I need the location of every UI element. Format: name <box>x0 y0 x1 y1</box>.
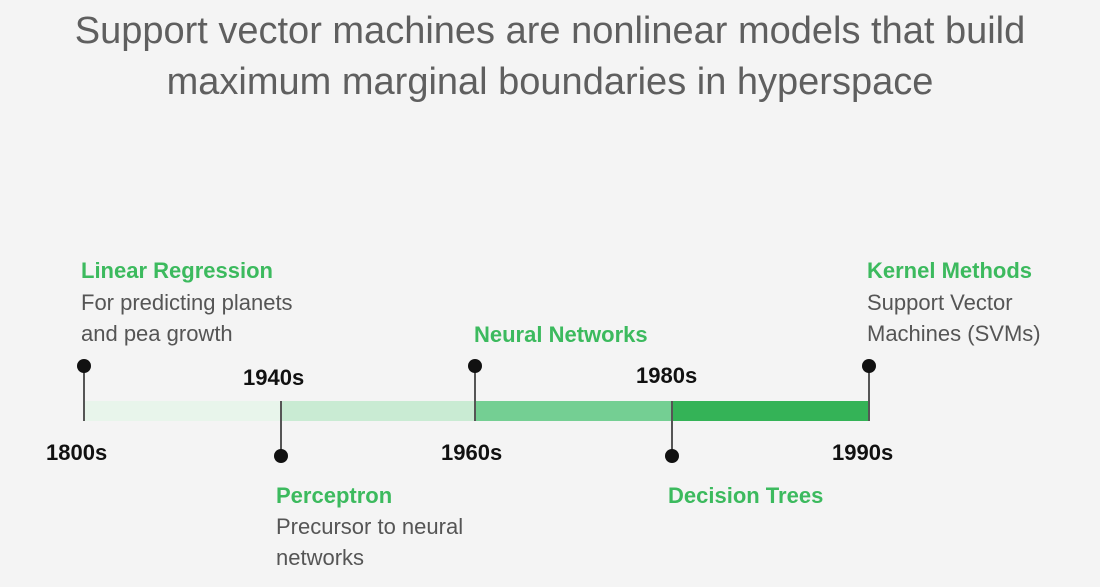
stem-linear-regression <box>83 366 85 421</box>
milestone-description-linear-regression: For predicting planets and pea growth <box>81 290 293 346</box>
milestone-description-perceptron: Precursor to neural networks <box>276 514 464 570</box>
milestone-title-linear-regression: Linear Regression <box>81 258 273 283</box>
stem-perceptron <box>280 401 282 456</box>
stem-neural-networks <box>474 366 476 421</box>
milestone-description-kernel-methods: Support Vector Machines (SVMs) <box>867 290 1041 346</box>
timeline-segment-1940s-1960s <box>281 401 475 421</box>
dot-perceptron <box>274 449 288 463</box>
slide-title: Support vector machines are nonlinear mo… <box>0 6 1100 108</box>
slide-title-line-2: maximum marginal boundaries in hyperspac… <box>166 61 934 103</box>
dot-kernel-methods <box>862 359 876 373</box>
stem-decision-trees <box>671 401 673 456</box>
slide-title-line-1: Support vector machines are nonlinear mo… <box>74 10 1026 52</box>
milestone-title-neural-networks: Neural Networks <box>474 322 648 347</box>
timeline-segment-1800s-1940s <box>84 401 281 421</box>
milestone-title-kernel-methods: Kernel Methods <box>867 258 1033 283</box>
milestone-title-decision-trees: Decision Trees <box>668 483 824 508</box>
stem-kernel-methods <box>868 366 870 421</box>
era-label-1940s: 1940s <box>243 365 305 390</box>
timeline-segment-1980s-1990s <box>672 401 869 421</box>
timeline-segment-1960s-1980s <box>475 401 672 421</box>
era-label-1980s: 1980s <box>636 363 698 388</box>
era-label-1960s: 1960s <box>441 440 503 465</box>
dot-linear-regression <box>77 359 91 373</box>
era-label-1800s: 1800s <box>46 440 108 465</box>
dot-decision-trees <box>665 449 679 463</box>
era-label-1990s: 1990s <box>832 440 894 465</box>
milestone-title-perceptron: Perceptron <box>276 483 393 508</box>
dot-neural-networks <box>468 359 482 373</box>
